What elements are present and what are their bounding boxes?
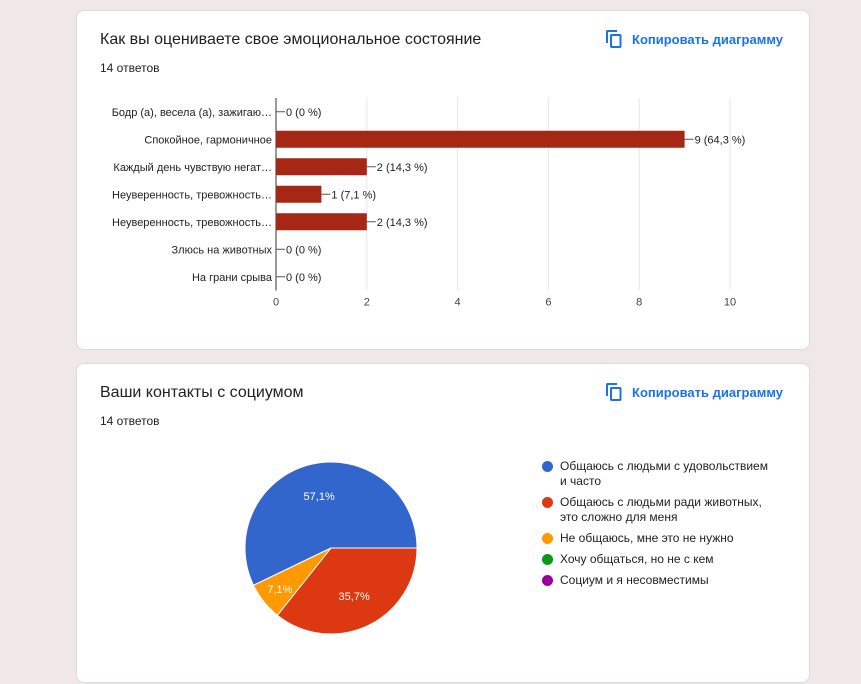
x-tick-label: 10: [724, 297, 736, 309]
data-label: 2 (14,3 %): [377, 217, 428, 229]
legend-item[interactable]: Не общаюсь, мне это не нужно: [542, 531, 802, 546]
pie-chart: 57,1% 35,7% 7,1%: [244, 461, 418, 635]
pie-slice[interactable]: [244, 461, 418, 586]
legend-swatch: [542, 554, 553, 565]
legend-label: Общаюсь с людьми ради животных, это сложн…: [560, 495, 762, 524]
legend-label: Общаюсь с людьми с удовольствием и часто: [560, 459, 768, 488]
data-label: 9 (64,3 %): [695, 134, 746, 146]
chart-title: Как вы оцениваете свое эмоциональное сос…: [100, 31, 482, 48]
chart-title: Ваши контакты с социумом: [100, 384, 304, 401]
bar[interactable]: [276, 130, 685, 148]
copy-icon: [605, 29, 623, 49]
copy-chart-button[interactable]: Копировать диаграмму: [605, 29, 783, 49]
x-tick-label: 8: [636, 297, 642, 309]
legend-item[interactable]: Хочу общаться, но не с кем: [542, 552, 802, 567]
category-label: Неуверенность, тревожность…: [112, 217, 272, 229]
data-label: 0 (0 %): [286, 272, 321, 284]
legend-swatch: [542, 497, 553, 508]
category-label: Злюсь на животных: [172, 244, 273, 256]
data-label: 1 (7,1 %): [331, 189, 376, 201]
copy-icon: [605, 382, 623, 402]
data-label: 2 (14,3 %): [377, 162, 428, 174]
data-label: 0 (0 %): [286, 107, 321, 119]
slice-percent-label: 57,1%: [304, 491, 335, 503]
legend-label: Не общаюсь, мне это не нужно: [560, 531, 734, 545]
response-count: 14 ответов: [100, 414, 160, 428]
bar[interactable]: [276, 158, 367, 176]
pie-slice[interactable]: [252, 547, 332, 616]
category-label: На грани срыва: [192, 272, 273, 284]
slice-percent-label: 35,7%: [339, 591, 370, 603]
legend-item[interactable]: Общаюсь с людьми с удовольствием и часто: [542, 459, 802, 489]
legend-label: Социум и я несовместимы: [560, 573, 709, 587]
slice-percent-label: 7,1%: [267, 584, 292, 596]
x-tick-label: 2: [364, 297, 370, 309]
chart-card-emotional-state: Как вы оцениваете свое эмоциональное сос…: [76, 10, 810, 350]
copy-chart-label: Копировать диаграмму: [632, 384, 783, 400]
data-label: 0 (0 %): [286, 244, 321, 256]
copy-chart-label: Копировать диаграмму: [632, 31, 783, 47]
x-tick-label: 6: [545, 297, 551, 309]
legend-item[interactable]: Общаюсь с людьми ради животных, это сложн…: [542, 495, 802, 525]
x-tick-label: 4: [455, 297, 461, 309]
category-label: Бодр (а), весела (а), зажигаю…: [112, 107, 272, 119]
pie-legend: Общаюсь с людьми с удовольствием и часто О…: [542, 459, 802, 594]
legend-swatch: [542, 461, 553, 472]
legend-swatch: [542, 533, 553, 544]
category-label: Спокойное, гармоничное: [144, 134, 272, 146]
pie-slice[interactable]: [276, 547, 418, 635]
chart-card-social-contacts: Ваши контакты с социумом 14 ответов Копи…: [76, 363, 810, 683]
legend-label: Хочу общаться, но не с кем: [560, 552, 714, 566]
bar-chart: 0 2 4 6 8 10 Бодр (а), весела (а), зажигаю… 0 (…: [112, 98, 746, 309]
response-count: 14 ответов: [100, 61, 160, 75]
category-label: Неуверенность, тревожность…: [112, 189, 272, 201]
legend-item[interactable]: Социум и я несовместимы: [542, 573, 802, 588]
copy-chart-button[interactable]: Копировать диаграмму: [605, 382, 783, 402]
category-label: Каждый день чувствую негат…: [113, 162, 272, 174]
x-tick-label: 0: [273, 297, 279, 309]
bar[interactable]: [276, 213, 367, 231]
legend-swatch: [542, 575, 553, 586]
bar[interactable]: [276, 185, 322, 203]
